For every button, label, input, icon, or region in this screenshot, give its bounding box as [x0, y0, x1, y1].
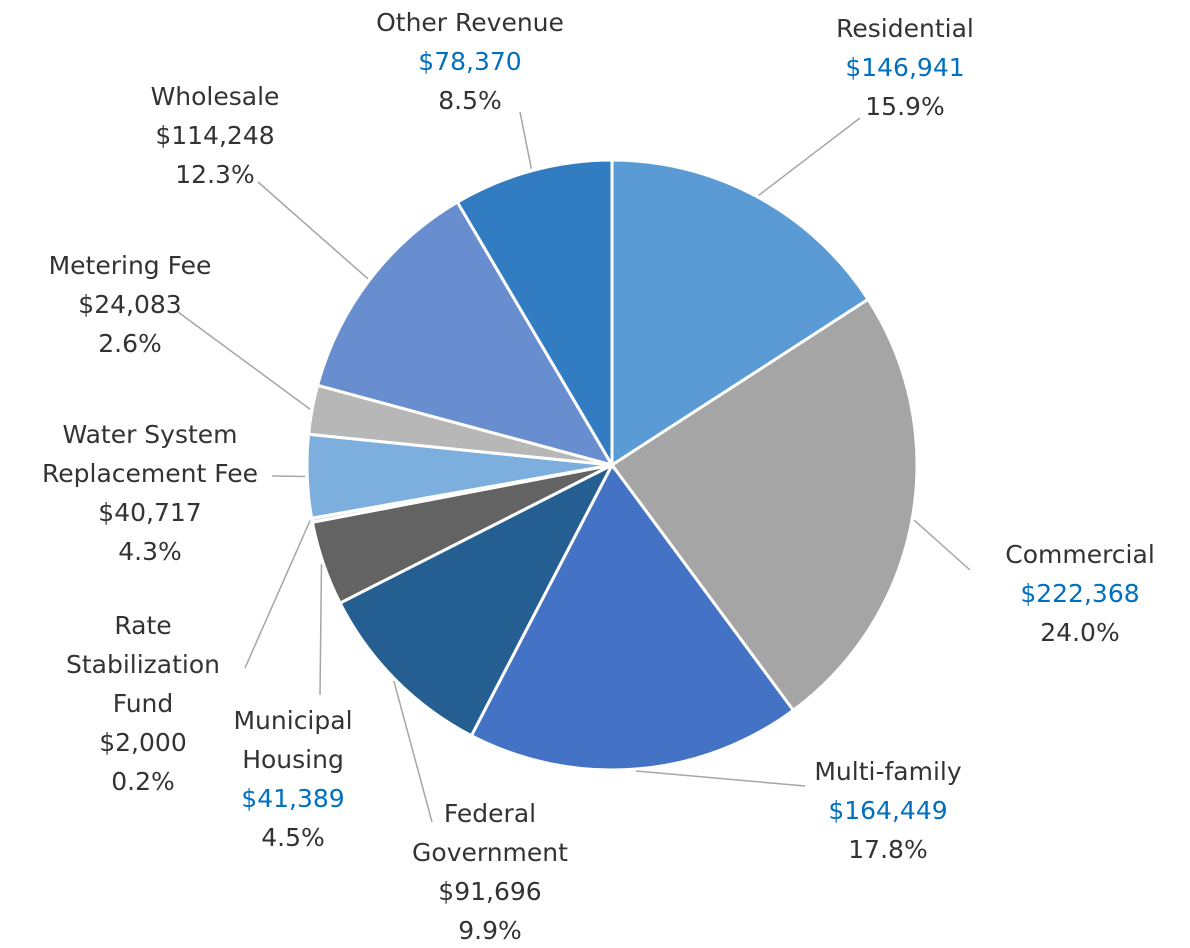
value-label: $40,717 — [98, 498, 201, 527]
pie-slice — [338, 461, 616, 738]
leader-line — [319, 564, 323, 696]
value-label: $222,368 — [1020, 579, 1139, 608]
slice-label: Water System — [62, 420, 237, 449]
value-label: $164,449 — [828, 796, 947, 825]
slice-label: Commercial — [1005, 540, 1155, 569]
leader-line — [913, 519, 971, 571]
pie-slice — [455, 158, 614, 471]
slice-label: Other Revenue — [376, 8, 564, 37]
percent-label: 4.5% — [261, 823, 325, 852]
value-label: $78,370 — [418, 47, 521, 76]
slice-label: Federal — [444, 799, 536, 828]
slice-label: Wholesale — [151, 82, 280, 111]
percent-label: 9.9% — [458, 916, 522, 945]
percent-label: 2.6% — [98, 329, 162, 358]
pie-slice — [469, 462, 796, 772]
slice-label: Fund — [113, 689, 174, 718]
percent-label: 0.2% — [111, 767, 175, 796]
slice-label: Stabilization — [66, 650, 220, 679]
pie-slice — [315, 200, 616, 468]
pie-slice — [610, 158, 871, 468]
slice-label: Government — [412, 838, 568, 867]
value-label: $24,083 — [78, 290, 181, 319]
percent-label: 17.8% — [848, 835, 927, 864]
percent-label: 4.3% — [118, 537, 182, 566]
slice-label: Housing — [242, 745, 344, 774]
leader-line — [519, 111, 533, 169]
percent-label: 12.3% — [175, 160, 254, 189]
value-label: $146,941 — [845, 53, 964, 82]
slice-label: Metering Fee — [49, 251, 212, 280]
leader-line — [177, 311, 311, 410]
leader-line — [257, 181, 369, 280]
leader-line — [758, 117, 861, 196]
slice-label: Multi-family — [814, 757, 961, 786]
pie-slice — [609, 297, 919, 713]
value-label: $91,696 — [438, 877, 541, 906]
value-label: $41,389 — [241, 784, 344, 813]
slice-label: Replacement Fee — [42, 459, 258, 488]
leader-line — [636, 770, 806, 787]
leader-line — [244, 520, 311, 669]
percent-label: 24.0% — [1040, 618, 1119, 647]
percent-label: 8.5% — [438, 86, 502, 115]
percent-label: 15.9% — [865, 92, 944, 121]
value-label: $2,000 — [99, 728, 186, 757]
value-label: $114,248 — [155, 121, 274, 150]
slice-label: Residential — [836, 14, 974, 43]
slice-label: Rate — [114, 611, 171, 640]
leader-line — [393, 680, 433, 823]
slice-label: Municipal — [233, 706, 352, 735]
